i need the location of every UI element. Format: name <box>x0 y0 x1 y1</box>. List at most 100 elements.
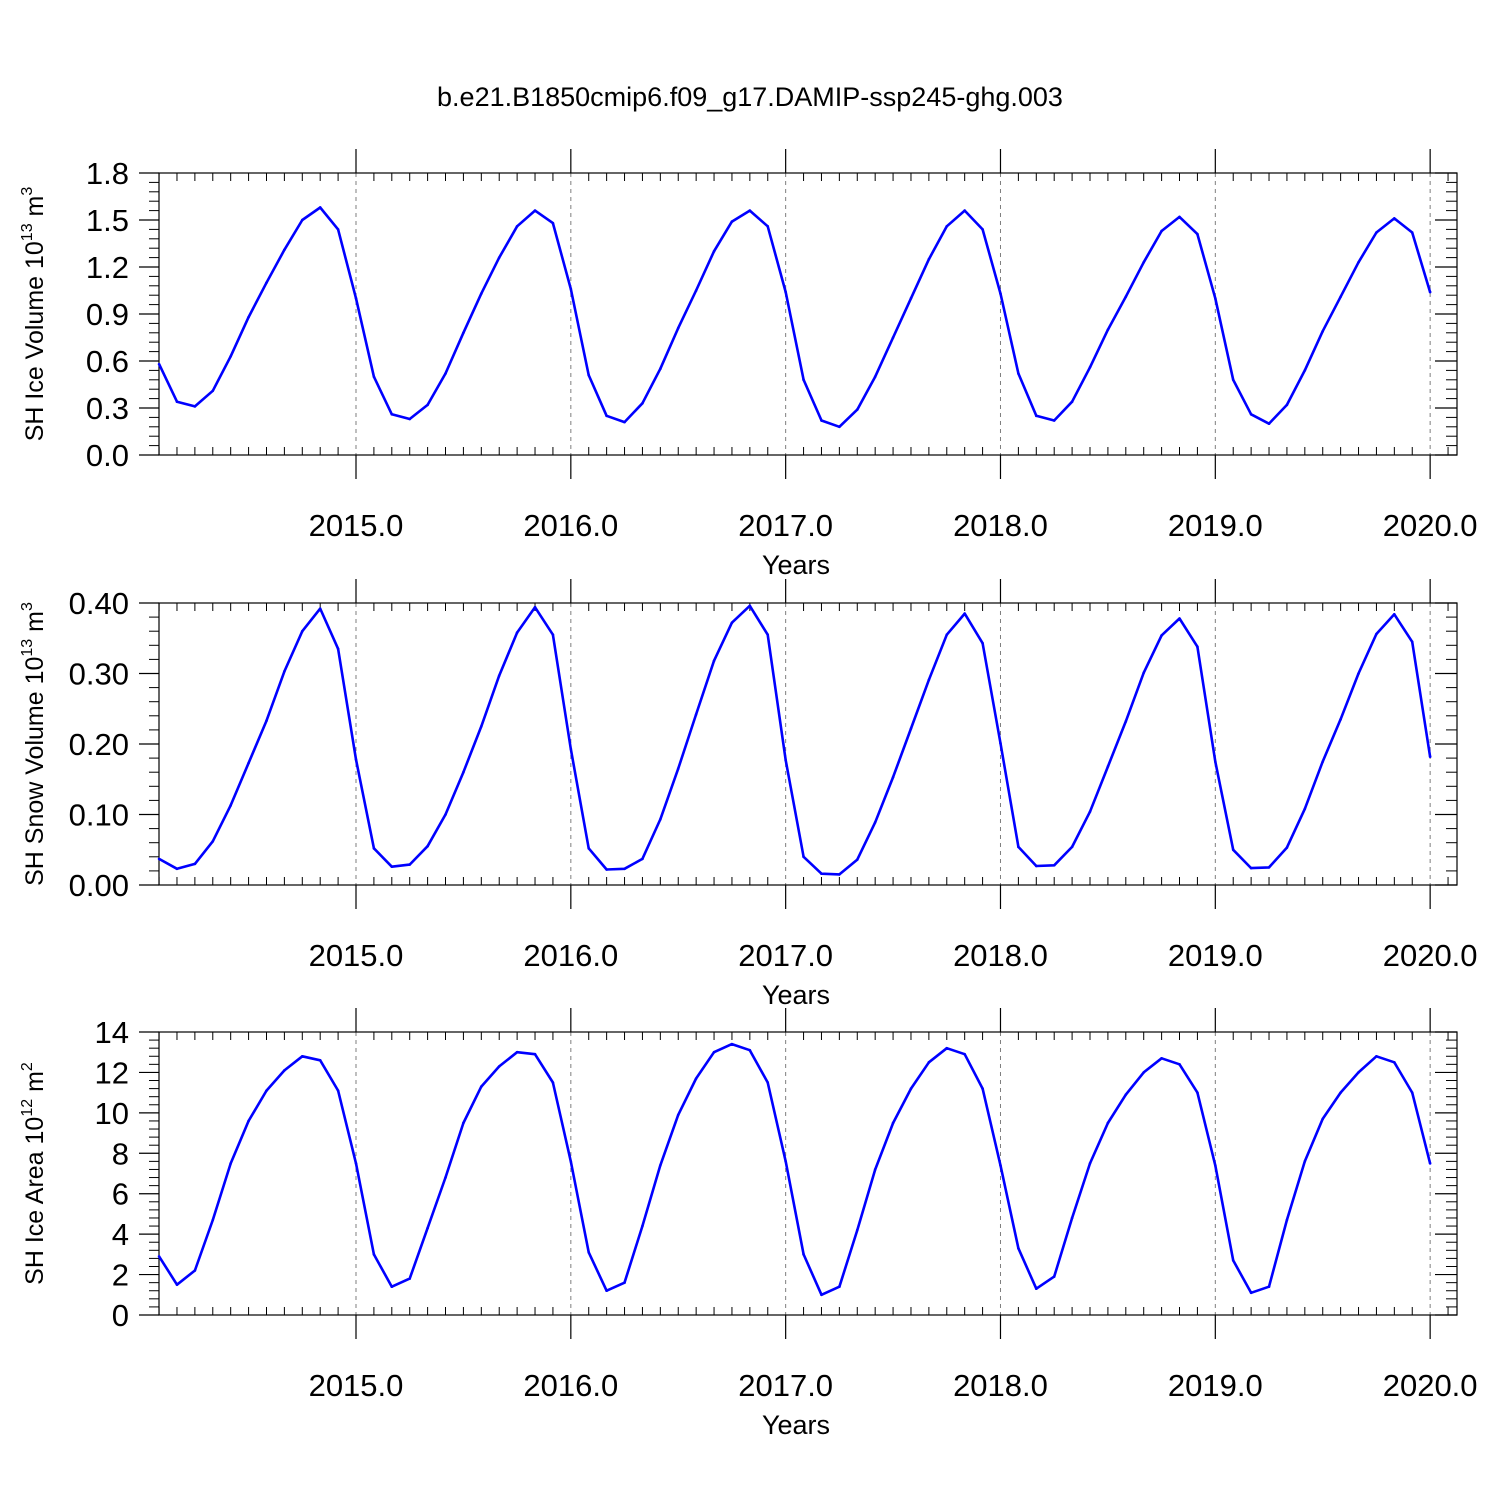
data-point <box>497 674 501 677</box>
data-point <box>802 855 805 859</box>
data-point <box>676 1113 680 1117</box>
data-point <box>802 378 805 382</box>
data-point <box>1052 1275 1056 1278</box>
x-tick-label: 2018.0 <box>953 1368 1048 1403</box>
data-point <box>909 727 913 730</box>
data-point <box>193 405 197 408</box>
data-point <box>1375 632 1378 636</box>
data-point <box>1017 372 1020 375</box>
data-point <box>372 375 376 378</box>
data-point <box>551 633 555 637</box>
data-point <box>300 629 304 633</box>
data-point <box>1142 261 1145 264</box>
data-point <box>372 1253 376 1256</box>
data-point <box>283 1069 286 1072</box>
data-point <box>1249 866 1253 870</box>
y-tick-label: 8 <box>112 1136 129 1171</box>
data-point <box>891 336 895 339</box>
x-tick-label: 2016.0 <box>523 1368 618 1403</box>
x-tick-label: 2020.0 <box>1383 1368 1478 1403</box>
data-point <box>981 228 984 231</box>
data-point <box>1231 1259 1235 1262</box>
data-point <box>265 719 268 723</box>
data-point <box>1231 378 1235 382</box>
data-point <box>623 1281 626 1284</box>
x-tick-label: 2015.0 <box>309 938 404 973</box>
data-point <box>659 818 662 821</box>
data-point <box>569 1160 573 1163</box>
data-point <box>1375 231 1378 234</box>
x-tick-label: 2017.0 <box>738 1368 833 1403</box>
data-point <box>211 1218 215 1222</box>
data-point <box>247 761 250 765</box>
data-point <box>820 419 823 422</box>
data-point <box>462 1121 465 1125</box>
data-point <box>265 281 268 284</box>
data-point <box>945 224 949 228</box>
data-point <box>1393 1061 1396 1064</box>
data-point <box>283 248 286 252</box>
data-point <box>873 1168 877 1171</box>
data-point <box>336 647 340 651</box>
y-tick-label: 0 <box>112 1298 129 1333</box>
data-point <box>802 1253 805 1256</box>
data-point <box>408 863 411 866</box>
y-tick-label: 0.20 <box>69 727 129 762</box>
data-point <box>1070 1216 1074 1220</box>
data-point <box>1285 1218 1289 1222</box>
data-point <box>855 858 859 861</box>
data-point <box>480 292 483 295</box>
data-point <box>641 857 644 861</box>
data-point <box>1088 810 1092 813</box>
data-point <box>265 1089 268 1092</box>
data-point <box>1393 612 1396 616</box>
data-point <box>157 857 161 861</box>
x-tick-label: 2017.0 <box>738 508 833 543</box>
data-point <box>730 220 734 223</box>
y-tick-label: 12 <box>95 1055 129 1090</box>
data-point <box>497 256 501 259</box>
data-point <box>748 209 752 212</box>
y-axis-label: SH Ice Volume 1013 m3 <box>19 187 49 442</box>
data-point <box>390 865 394 868</box>
data-point <box>318 607 322 610</box>
y-tick-label: 0.0 <box>86 438 129 473</box>
data-point <box>1142 671 1145 675</box>
data-point <box>1017 1246 1020 1250</box>
y-tick-label: 0.9 <box>86 297 129 332</box>
data-point <box>712 1050 716 1054</box>
data-point <box>1428 755 1432 758</box>
data-point <box>587 1251 591 1254</box>
data-point <box>444 372 447 375</box>
data-point <box>1267 1285 1271 1288</box>
data-point <box>784 290 787 294</box>
data-point <box>605 1289 608 1293</box>
data-point <box>1088 1162 1092 1165</box>
x-tick-label: 2017.0 <box>738 938 833 973</box>
data-point <box>211 389 215 393</box>
data-point <box>390 1285 394 1288</box>
data-point <box>748 604 752 608</box>
data-point <box>533 605 537 609</box>
y-axis-label: SH Ice Area 1012 m2 <box>19 1062 49 1285</box>
data-point <box>515 1050 519 1054</box>
data-point <box>1017 845 1020 849</box>
plot-frame <box>158 172 1458 456</box>
x-tick-label: 2018.0 <box>953 938 1048 973</box>
data-point <box>1034 864 1038 868</box>
data-point <box>999 292 1002 295</box>
y-tick-label: 6 <box>112 1177 129 1212</box>
data-point <box>1196 1091 1199 1094</box>
data-point <box>1231 848 1235 852</box>
data-point <box>336 228 340 231</box>
data-point <box>1285 846 1289 849</box>
data-point <box>462 770 465 774</box>
data-point <box>175 400 179 404</box>
data-point <box>175 867 179 871</box>
data-point <box>569 287 573 291</box>
data-point <box>229 1162 232 1165</box>
data-point <box>1106 1121 1110 1125</box>
data-point <box>1160 1056 1163 1060</box>
y-tick-label: 1.2 <box>86 250 129 285</box>
data-point <box>1339 718 1342 721</box>
